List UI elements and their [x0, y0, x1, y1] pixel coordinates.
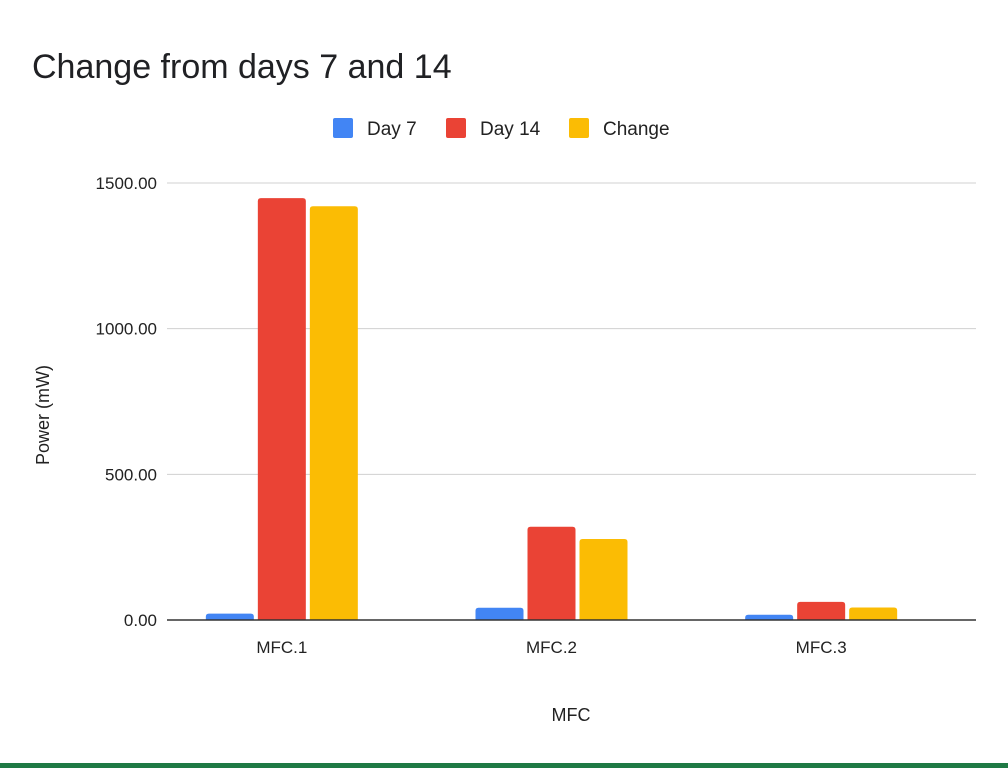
bar-day-7-mfc-3 — [745, 614, 794, 620]
legend-swatch-day-7 — [333, 118, 353, 138]
y-tick-label: 1000.00 — [96, 320, 157, 339]
bars — [205, 198, 898, 620]
legend-label: Day 14 — [480, 119, 541, 140]
y-tick-label: 0.00 — [124, 611, 157, 630]
legend-label: Change — [603, 119, 670, 140]
bar-change-mfc-1 — [309, 206, 358, 620]
legend-swatch-day-14 — [446, 118, 466, 138]
legend-swatch-change — [569, 118, 589, 138]
bar-change-mfc-2 — [579, 539, 628, 620]
bar-day-7-mfc-2 — [475, 607, 524, 620]
legend: Day 7 Day 14 Change — [333, 118, 670, 140]
bar-day-14-mfc-1 — [257, 198, 306, 620]
bar-day-7-mfc-1 — [205, 613, 254, 620]
y-tick-label: 500.00 — [105, 465, 157, 484]
y-axis-title: Power (mW) — [33, 365, 53, 465]
y-axis-ticks: 0.00 500.00 1000.00 1500.00 — [96, 174, 157, 630]
bottom-band — [0, 763, 1008, 768]
bar-day-14-mfc-2 — [527, 526, 576, 620]
bar-change-mfc-3 — [849, 607, 898, 620]
x-axis-ticks: MFC.1 MFC.2 MFC.3 — [256, 638, 846, 657]
legend-label: Day 7 — [367, 119, 417, 140]
x-tick-label: MFC.3 — [796, 638, 847, 657]
chart-title: Change from days 7 and 14 — [32, 48, 452, 86]
x-tick-label: MFC.1 — [256, 638, 307, 657]
x-tick-label: MFC.2 — [526, 638, 577, 657]
y-tick-label: 1500.00 — [96, 174, 157, 193]
bar-day-14-mfc-3 — [797, 601, 846, 620]
x-axis-title: MFC — [552, 705, 591, 725]
